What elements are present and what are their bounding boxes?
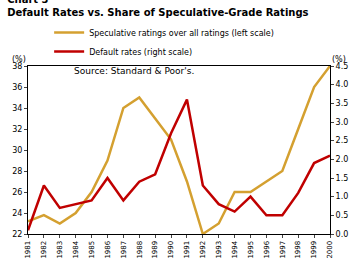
svg-text:Source: Standard & Poor's.: Source: Standard & Poor's.: [74, 66, 194, 76]
svg-text:2000: 2000: [326, 241, 334, 259]
svg-text:2.5: 2.5: [336, 136, 349, 145]
svg-text:4.5: 4.5: [336, 62, 349, 71]
svg-text:22: 22: [12, 230, 22, 239]
svg-text:4.0: 4.0: [336, 80, 349, 89]
svg-text:1998: 1998: [294, 241, 302, 259]
svg-text:36: 36: [12, 83, 22, 92]
svg-text:1981: 1981: [24, 241, 32, 259]
svg-text:1994: 1994: [231, 240, 239, 258]
svg-text:1983: 1983: [56, 241, 64, 259]
svg-text:30: 30: [12, 146, 22, 155]
svg-text:1996: 1996: [263, 240, 271, 258]
svg-text:34: 34: [12, 104, 22, 113]
svg-text:3.5: 3.5: [336, 99, 349, 108]
svg-text:1999: 1999: [310, 241, 318, 259]
svg-text:1984: 1984: [72, 240, 80, 258]
svg-text:1997: 1997: [279, 241, 287, 259]
svg-text:38: 38: [12, 62, 22, 71]
svg-text:26: 26: [12, 188, 22, 197]
svg-text:1988: 1988: [136, 241, 144, 259]
svg-text:0.0: 0.0: [336, 230, 349, 239]
svg-text:1992: 1992: [199, 241, 207, 259]
svg-text:Speculative ratings over all r: Speculative ratings over all ratings (le…: [89, 29, 274, 38]
svg-text:32: 32: [12, 125, 22, 134]
svg-text:1990: 1990: [167, 241, 175, 259]
svg-text:1982: 1982: [40, 241, 48, 259]
svg-text:1987: 1987: [120, 241, 128, 259]
svg-text:(%): (%): [12, 55, 26, 64]
svg-text:Chart 3Default Rates vs. Share: Chart 3Default Rates vs. Share of Specul…: [7, 0, 308, 18]
svg-text:1989: 1989: [151, 241, 159, 259]
svg-text:2.0: 2.0: [336, 155, 349, 164]
svg-text:1985: 1985: [88, 241, 96, 259]
svg-text:(%): (%): [332, 55, 346, 64]
svg-text:0.5: 0.5: [336, 211, 349, 220]
svg-text:1991: 1991: [183, 241, 191, 259]
svg-text:3.0: 3.0: [336, 118, 349, 127]
svg-text:1.0: 1.0: [336, 192, 349, 201]
svg-text:28: 28: [12, 167, 22, 176]
svg-text:1986: 1986: [104, 240, 112, 258]
svg-text:Default rates (right scale): Default rates (right scale): [89, 48, 192, 57]
svg-text:1993: 1993: [215, 241, 223, 259]
svg-text:1.5: 1.5: [336, 174, 349, 183]
svg-text:1995: 1995: [247, 241, 255, 259]
svg-text:24: 24: [12, 209, 22, 218]
